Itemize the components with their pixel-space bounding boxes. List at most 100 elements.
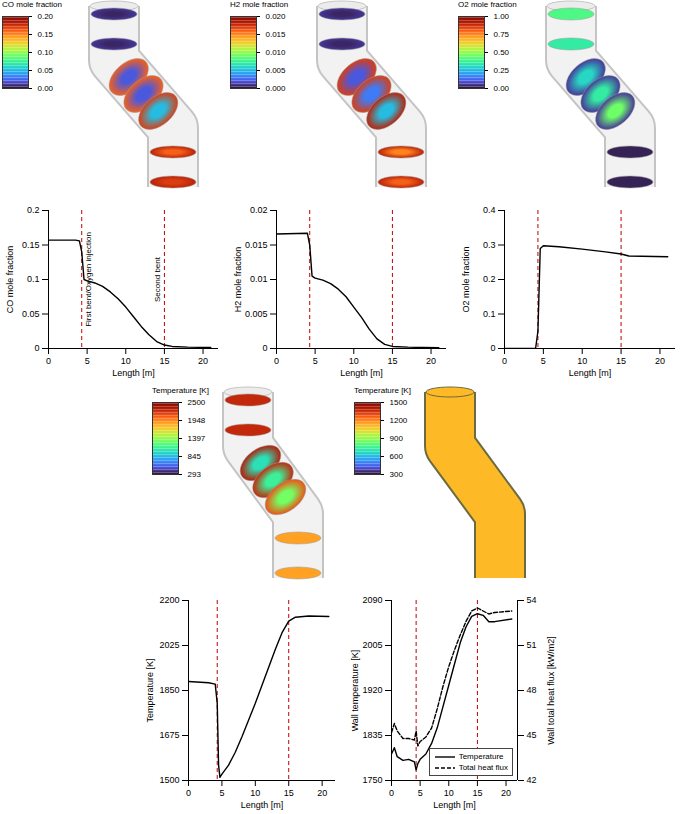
svg-text:0: 0 xyxy=(34,343,39,353)
svg-text:0.015: 0.015 xyxy=(266,30,287,39)
svg-text:0: 0 xyxy=(502,356,507,366)
html-text:Temperature: Temperature xyxy=(458,752,504,761)
svg-text:1500: 1500 xyxy=(390,398,408,407)
svg-text:2090: 2090 xyxy=(362,595,382,605)
svg-text:0.05: 0.05 xyxy=(22,309,40,319)
svg-text:45: 45 xyxy=(527,730,537,740)
svg-text:0.020: 0.020 xyxy=(266,12,287,21)
svg-text:2005: 2005 xyxy=(362,640,382,650)
svg-text:10: 10 xyxy=(444,788,454,798)
svg-text:0.4: 0.4 xyxy=(483,205,496,215)
svg-text:300: 300 xyxy=(390,470,404,479)
svg-text:15: 15 xyxy=(159,356,169,366)
svg-text:0: 0 xyxy=(262,343,267,353)
svg-text:10: 10 xyxy=(121,356,131,366)
svg-text:51: 51 xyxy=(527,640,537,650)
svg-text:900: 900 xyxy=(390,434,404,443)
svg-text:293: 293 xyxy=(188,470,202,479)
svg-text:1500: 1500 xyxy=(159,775,179,785)
svg-text:O2 mole fraction: O2 mole fraction xyxy=(461,246,471,312)
svg-text:15: 15 xyxy=(472,788,482,798)
svg-text:Wall temperature [K]: Wall temperature [K] xyxy=(350,650,360,732)
svg-text:H2 mole fraction: H2 mole fraction xyxy=(233,247,243,313)
svg-text:0.01: 0.01 xyxy=(250,274,268,284)
svg-text:0.00: 0.00 xyxy=(494,84,510,93)
svg-text:0.005: 0.005 xyxy=(245,309,268,319)
svg-text:0: 0 xyxy=(490,343,495,353)
svg-text:1675: 1675 xyxy=(159,730,179,740)
html-text:Temperature [K]: Temperature [K] xyxy=(354,386,411,395)
svg-text:5: 5 xyxy=(219,788,224,798)
html-text:CO mole fraction: CO mole fraction xyxy=(2,0,62,9)
svg-text:1750: 1750 xyxy=(362,775,382,785)
svg-text:0.15: 0.15 xyxy=(22,240,40,250)
svg-text:0.00: 0.00 xyxy=(38,84,54,93)
svg-text:Length [m]: Length [m] xyxy=(340,368,383,378)
svg-text:0: 0 xyxy=(46,356,51,366)
svg-text:0.000: 0.000 xyxy=(266,84,287,93)
html-text:Total heat flux: Total heat flux xyxy=(458,763,508,772)
svg-text:600: 600 xyxy=(390,452,404,461)
svg-text:5: 5 xyxy=(418,788,423,798)
svg-text:2200: 2200 xyxy=(159,595,179,605)
svg-text:0.010: 0.010 xyxy=(266,48,287,57)
svg-text:20: 20 xyxy=(655,356,665,366)
svg-text:20: 20 xyxy=(426,356,436,366)
svg-text:15: 15 xyxy=(616,356,626,366)
svg-text:0: 0 xyxy=(274,356,279,366)
svg-text:Wall total heat flux [kW/m2]: Wall total heat flux [kW/m2] xyxy=(546,636,556,745)
html-text:H2 mole fraction: H2 mole fraction xyxy=(230,0,289,9)
svg-text:5: 5 xyxy=(313,356,318,366)
svg-text:0.10: 0.10 xyxy=(38,48,54,57)
svg-text:20: 20 xyxy=(317,788,327,798)
svg-text:1835: 1835 xyxy=(362,730,382,740)
svg-text:1948: 1948 xyxy=(188,416,206,425)
svg-text:0: 0 xyxy=(389,788,394,798)
svg-text:0.3: 0.3 xyxy=(483,240,496,250)
svg-text:CO mole fraction: CO mole fraction xyxy=(5,246,15,314)
svg-text:0.1: 0.1 xyxy=(27,274,40,284)
svg-text:Length [m]: Length [m] xyxy=(433,800,476,810)
svg-text:Length [m]: Length [m] xyxy=(112,368,155,378)
svg-text:0.1: 0.1 xyxy=(483,309,496,319)
svg-text:Length [m]: Length [m] xyxy=(241,800,284,810)
svg-text:0.05: 0.05 xyxy=(38,66,54,75)
svg-text:1920: 1920 xyxy=(362,685,382,695)
svg-text:1.00: 1.00 xyxy=(494,12,510,21)
svg-text:20: 20 xyxy=(198,356,208,366)
svg-text:0.75: 0.75 xyxy=(494,30,510,39)
svg-text:Second bent: Second bent xyxy=(153,256,162,302)
svg-text:0.25: 0.25 xyxy=(494,66,510,75)
svg-text:0: 0 xyxy=(186,788,191,798)
svg-text:0.02: 0.02 xyxy=(250,205,268,215)
svg-text:First bent/Oxygen injection: First bent/Oxygen injection xyxy=(84,232,93,327)
svg-text:5: 5 xyxy=(541,356,546,366)
svg-text:Length [m]: Length [m] xyxy=(569,368,612,378)
svg-text:2500: 2500 xyxy=(188,398,206,407)
svg-text:1200: 1200 xyxy=(390,416,408,425)
svg-text:1397: 1397 xyxy=(188,434,206,443)
svg-text:10: 10 xyxy=(577,356,587,366)
svg-text:15: 15 xyxy=(387,356,397,366)
svg-text:Temperature [K]: Temperature [K] xyxy=(145,658,155,722)
svg-text:1850: 1850 xyxy=(159,685,179,695)
html-text:Temperature [K]: Temperature [K] xyxy=(152,386,209,395)
svg-text:5: 5 xyxy=(85,356,90,366)
svg-text:845: 845 xyxy=(188,452,202,461)
svg-text:2025: 2025 xyxy=(159,640,179,650)
svg-text:0.005: 0.005 xyxy=(266,66,287,75)
svg-text:0.15: 0.15 xyxy=(38,30,54,39)
svg-text:10: 10 xyxy=(349,356,359,366)
svg-text:0.50: 0.50 xyxy=(494,48,510,57)
svg-text:0.20: 0.20 xyxy=(38,12,54,21)
svg-text:54: 54 xyxy=(527,595,537,605)
html-text:O2 mole fraction: O2 mole fraction xyxy=(458,0,517,9)
svg-text:15: 15 xyxy=(284,788,294,798)
svg-text:20: 20 xyxy=(501,788,511,798)
svg-text:48: 48 xyxy=(527,685,537,695)
svg-text:42: 42 xyxy=(527,775,537,785)
svg-text:0.2: 0.2 xyxy=(483,274,496,284)
svg-text:10: 10 xyxy=(250,788,260,798)
svg-text:0.015: 0.015 xyxy=(245,240,268,250)
svg-text:0.2: 0.2 xyxy=(27,205,40,215)
